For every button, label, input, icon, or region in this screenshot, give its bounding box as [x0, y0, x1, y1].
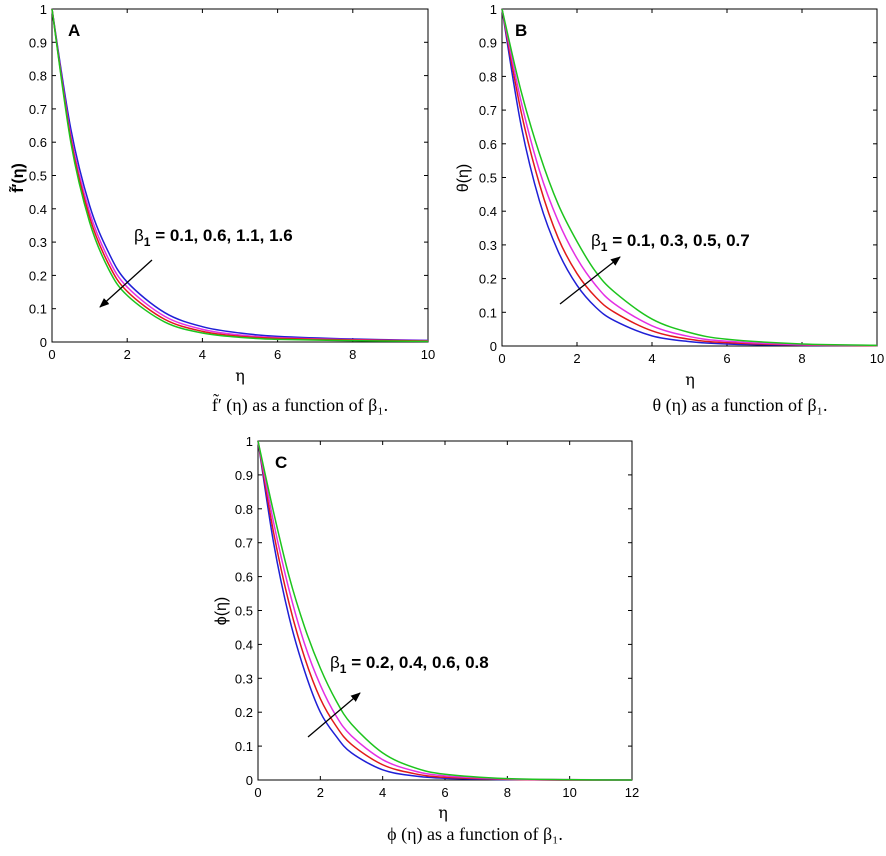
x-tick-label: 0 — [48, 347, 55, 362]
y-tick-label: 0.3 — [29, 235, 47, 250]
series-line-1 — [257, 440, 633, 781]
y-tick-label: 0.5 — [479, 171, 497, 186]
y-tick-label: 0.2 — [235, 705, 253, 720]
x-tick-label: 8 — [504, 785, 511, 800]
y-axis-label: ϕ(η) — [213, 597, 230, 626]
y-tick-label: 0.4 — [479, 204, 497, 219]
annotation-values: = 0.2, 0.4, 0.6, 0.8 — [346, 653, 488, 672]
plot-frame — [257, 440, 633, 781]
y-tick-label: 0.2 — [29, 268, 47, 283]
y-tick-label: 0.3 — [479, 238, 497, 253]
y-tick-label: 1 — [246, 434, 253, 449]
y-tick-label: 0.5 — [29, 169, 47, 184]
series-line-3 — [501, 8, 878, 347]
y-axis-label: f̃′(η) — [7, 163, 27, 193]
panel-caption: f̃′ (η) as a function of β₁. — [212, 393, 388, 416]
x-tick-label: 6 — [441, 785, 448, 800]
x-tick-label: 10 — [562, 785, 576, 800]
y-tick-label: 0.5 — [235, 604, 253, 619]
y-tick-label: 0.4 — [235, 637, 253, 652]
y-tick-label: 0.9 — [29, 35, 47, 50]
x-tick-label: 2 — [124, 347, 131, 362]
x-tick-label: 12 — [625, 785, 639, 800]
y-tick-label: 0.1 — [29, 302, 47, 317]
series-line-4 — [257, 440, 633, 781]
x-tick-label: 10 — [421, 347, 435, 362]
x-tick-label: 2 — [317, 785, 324, 800]
series-line-1 — [501, 8, 878, 347]
y-tick-label: 0.8 — [479, 69, 497, 84]
y-tick-label: 0.6 — [235, 570, 253, 585]
series-line-3 — [51, 8, 429, 342]
annotation-subscript: 1 — [340, 662, 347, 676]
y-tick-label: 1 — [40, 2, 47, 17]
y-tick-label: 0.9 — [235, 468, 253, 483]
y-tick-label: 0.8 — [235, 502, 253, 517]
annotation-subscript: 1 — [144, 235, 151, 249]
trend-arrow — [559, 256, 621, 305]
y-tick-label: 0 — [246, 773, 253, 788]
y-tick-label: 0.9 — [479, 36, 497, 51]
x-axis-label: η — [685, 370, 695, 389]
panel-caption: θ (η) as a function of β₁. — [653, 395, 828, 416]
x-tick-label: 10 — [870, 351, 884, 366]
x-tick-label: 4 — [199, 347, 206, 362]
x-axis-label: η — [438, 803, 448, 822]
x-tick-label: 2 — [573, 351, 580, 366]
series-line-4 — [51, 8, 429, 343]
x-tick-label: 0 — [254, 785, 261, 800]
parameter-annotation: β1 = 0.2, 0.4, 0.6, 0.8 — [330, 653, 489, 676]
x-tick-label: 4 — [379, 785, 386, 800]
panel-a: 0 2 4 6 8 10 0 0.1 0.2 0.3 0.4 0.5 0.6 0.7 0.8 0.9 1 Af̃′… — [7, 2, 435, 416]
series-line-2 — [257, 440, 633, 781]
y-tick-label: 0.4 — [29, 202, 47, 217]
panel-caption: ϕ (η) as a function of β₁. — [387, 824, 563, 845]
panel-label: A — [68, 21, 80, 40]
annotation-values: = 0.1, 0.3, 0.5, 0.7 — [607, 231, 749, 250]
panel-label: C — [275, 453, 287, 472]
x-tick-label: 8 — [349, 347, 356, 362]
x-tick-label: 0 — [498, 351, 505, 366]
y-axis-label: θ(η) — [455, 164, 472, 192]
y-tick-label: 0.7 — [29, 102, 47, 117]
parameter-annotation: β1 = 0.1, 0.3, 0.5, 0.7 — [591, 231, 750, 254]
parameter-annotation: β1 = 0.1, 0.6, 1.1, 1.6 — [134, 226, 293, 249]
y-tick-label: 0.1 — [235, 739, 253, 754]
series-line-2 — [51, 8, 429, 342]
y-tick-label: 0.6 — [479, 137, 497, 152]
x-tick-label: 8 — [798, 351, 805, 366]
x-tick-label: 6 — [723, 351, 730, 366]
trend-arrow — [307, 692, 361, 738]
y-tick-label: 0.1 — [479, 305, 497, 320]
y-tick-label: 0.2 — [479, 272, 497, 287]
plot-frame — [501, 8, 878, 347]
panel-label: B — [515, 21, 527, 40]
y-tick-label: 0.8 — [29, 69, 47, 84]
y-tick-label: 0 — [490, 339, 497, 354]
y-tick-label: 0.7 — [479, 103, 497, 118]
plot-frame — [51, 8, 429, 343]
series-line-1 — [51, 8, 429, 342]
y-tick-label: 1 — [490, 2, 497, 17]
y-tick-label: 0.3 — [235, 671, 253, 686]
annotation-symbol: β — [591, 231, 601, 250]
y-tick-label: 0.6 — [29, 135, 47, 150]
trend-arrow — [99, 259, 153, 308]
series-line-3 — [257, 440, 633, 781]
panel-b: 0 2 4 6 8 10 0 0.1 0.2 0.3 0.4 0.5 0.6 0.7 0.8 0.9 1 Bθ(η… — [455, 2, 884, 416]
annotation-symbol: β — [134, 226, 144, 245]
x-tick-label: 4 — [648, 351, 655, 366]
annotation-subscript: 1 — [601, 240, 608, 254]
series-line-4 — [501, 8, 878, 347]
annotation-values: = 0.1, 0.6, 1.1, 1.6 — [150, 226, 292, 245]
annotation-symbol: β — [330, 653, 340, 672]
series-line-2 — [501, 8, 878, 347]
panel-c: 0 2 4 6 8 10 12 0 0.1 0.2 0.3 0.4 0.5 0.6 0.7 0.8 0.9 1 Cϕ… — [213, 434, 639, 845]
y-tick-label: 0.7 — [235, 536, 253, 551]
y-tick-label: 0 — [40, 335, 47, 350]
x-axis-label: η — [235, 366, 245, 385]
x-tick-label: 6 — [274, 347, 281, 362]
